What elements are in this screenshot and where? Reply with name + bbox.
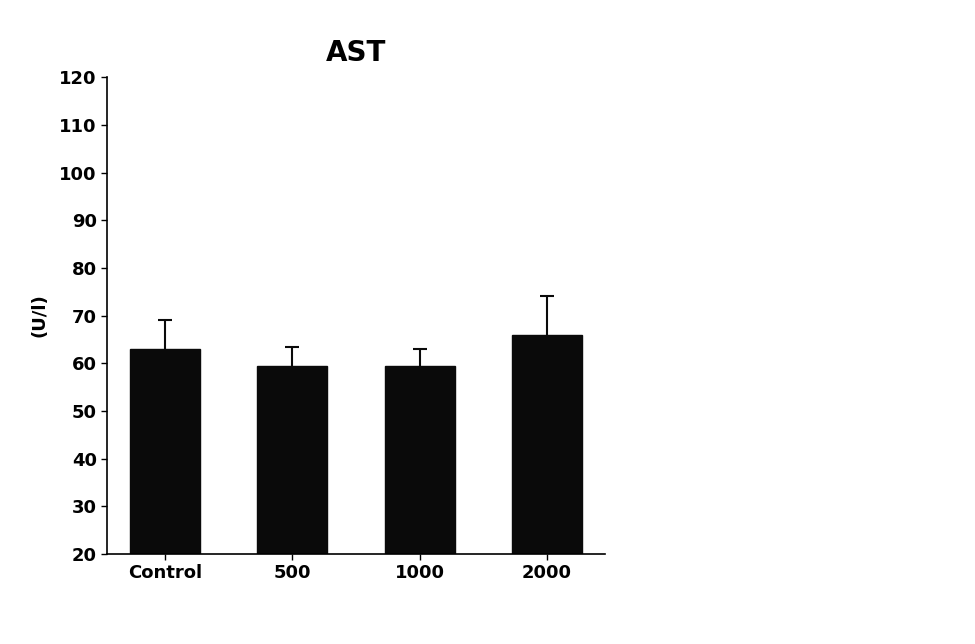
- Bar: [257, 366, 328, 644]
- Bar: [512, 335, 582, 644]
- Bar: [384, 366, 454, 644]
- Bar: [130, 349, 200, 644]
- Title: AST: AST: [326, 39, 386, 66]
- Y-axis label: (U/l): (U/l): [30, 294, 48, 337]
